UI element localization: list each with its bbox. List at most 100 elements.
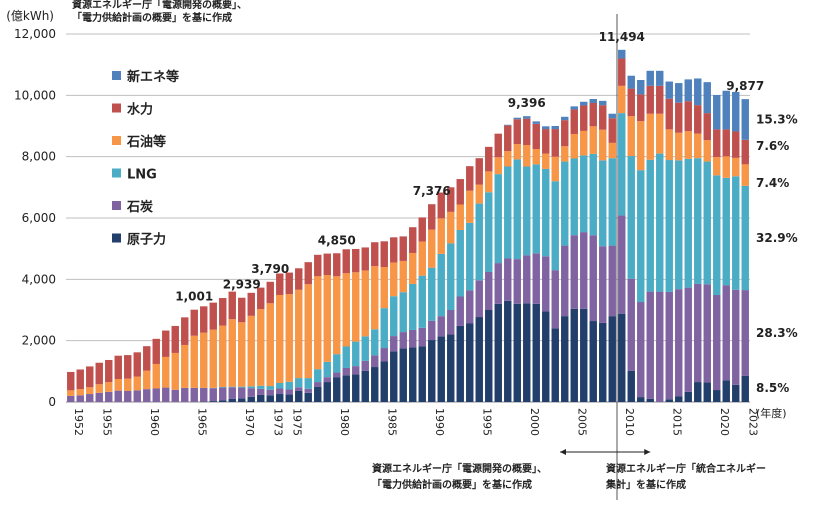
bar-segment — [485, 271, 493, 310]
legend-swatch — [112, 136, 121, 145]
bar-segment — [418, 217, 426, 242]
bar-segment — [694, 133, 702, 159]
total-label: 7,376 — [413, 184, 451, 198]
bar-segment — [456, 179, 464, 205]
bar-segment — [475, 280, 483, 318]
bar-segment — [456, 325, 464, 402]
total-label: 11,494 — [599, 30, 645, 44]
bar-segment — [485, 171, 493, 193]
bar-segment — [333, 372, 341, 378]
bar-segment — [694, 158, 702, 284]
bar-segment — [247, 386, 255, 389]
bar-segment — [304, 378, 312, 389]
bar-segment — [323, 361, 331, 378]
bar-segment — [684, 391, 692, 402]
bar-segment — [76, 389, 84, 396]
bar-segment — [741, 164, 749, 186]
bar-segment — [599, 160, 607, 247]
bar-segment — [124, 355, 132, 379]
bar-segment — [399, 332, 407, 349]
bar-segment — [124, 390, 132, 402]
bar-segment — [713, 294, 721, 391]
bar-segment — [181, 344, 189, 388]
bar-stack-group — [67, 49, 749, 402]
x-tick-label: 1970 — [243, 408, 256, 436]
bar-segment — [276, 382, 284, 389]
bar-segment — [152, 338, 160, 364]
bar-segment — [732, 176, 740, 290]
bar-segment — [646, 113, 654, 160]
bar-segment — [580, 232, 588, 309]
bar-segment — [637, 121, 645, 171]
bar-segment — [390, 336, 398, 352]
bar-segment — [323, 382, 331, 402]
total-label: 2,939 — [223, 278, 261, 292]
bar-segment — [428, 267, 436, 321]
bar-segment — [133, 390, 141, 402]
x-tick-label: 1960 — [148, 408, 161, 436]
bar-segment — [276, 294, 284, 383]
bar-segment — [637, 397, 645, 402]
bar-segment — [447, 334, 455, 402]
legend-swatch — [112, 103, 121, 113]
bar-segment — [209, 388, 217, 402]
bar-segment — [513, 159, 521, 260]
bar-segment — [399, 260, 407, 293]
bar-segment — [618, 215, 626, 314]
bar-segment — [190, 309, 198, 336]
bar-segment — [713, 129, 721, 157]
bar-segment — [637, 94, 645, 122]
y-tick-label: 12,000 — [14, 27, 56, 41]
bar-segment — [722, 177, 730, 286]
bar-segment — [494, 303, 502, 402]
bar-segment — [209, 401, 217, 402]
bar-segment — [390, 351, 398, 402]
bar-segment — [295, 268, 303, 290]
bar-segment — [409, 329, 417, 348]
share-label: 8.5% — [756, 381, 789, 395]
bar-segment — [485, 192, 493, 272]
bar-segment — [656, 113, 664, 154]
bar-segment — [627, 88, 635, 117]
bar-segment — [608, 118, 616, 143]
bar-segment — [732, 157, 740, 177]
bar-segment — [361, 247, 369, 271]
bar-segment — [732, 131, 740, 158]
bar-segment — [551, 270, 559, 329]
bar-segment — [437, 253, 445, 317]
bar-segment — [399, 292, 407, 333]
bar-segment — [114, 355, 122, 379]
source-top-line1: 資源エネルギー庁「電源開発の概要」、 — [72, 0, 247, 11]
bar-segment — [656, 70, 664, 86]
bar-segment — [162, 387, 170, 402]
bar-segment — [494, 263, 502, 304]
bar-segment — [722, 156, 730, 178]
bar-segment — [86, 387, 94, 395]
bar-segment — [238, 386, 246, 388]
source-bottom-left-line1: 資源エネルギー庁「電源開発の概要」、 — [372, 462, 547, 475]
bar-segment — [228, 387, 236, 399]
total-label: 9,877 — [726, 79, 764, 93]
bar-segment — [276, 388, 284, 395]
bar-segment — [675, 102, 683, 133]
bar-segment — [152, 388, 160, 402]
bar-segment — [67, 371, 75, 391]
bar-segment — [570, 158, 578, 236]
bar-segment — [523, 145, 531, 167]
bar-segment — [380, 361, 388, 402]
bar-segment — [675, 396, 683, 402]
bar-segment — [247, 388, 255, 397]
bar-segment — [447, 211, 455, 244]
y-tick-label: 2,000 — [22, 334, 56, 348]
bar-segment — [428, 320, 436, 341]
bar-segment — [447, 310, 455, 335]
bar-segment — [409, 227, 417, 253]
bar-segment — [627, 75, 635, 89]
source-bottom-right-line1: 資源エネルギー庁「統合エネルギー — [606, 462, 766, 475]
legend-swatch — [112, 168, 121, 178]
bar-segment — [646, 398, 654, 402]
bar-segment — [589, 235, 597, 322]
x-tick-label: 1990 — [433, 408, 446, 436]
legend-swatch — [112, 201, 121, 210]
